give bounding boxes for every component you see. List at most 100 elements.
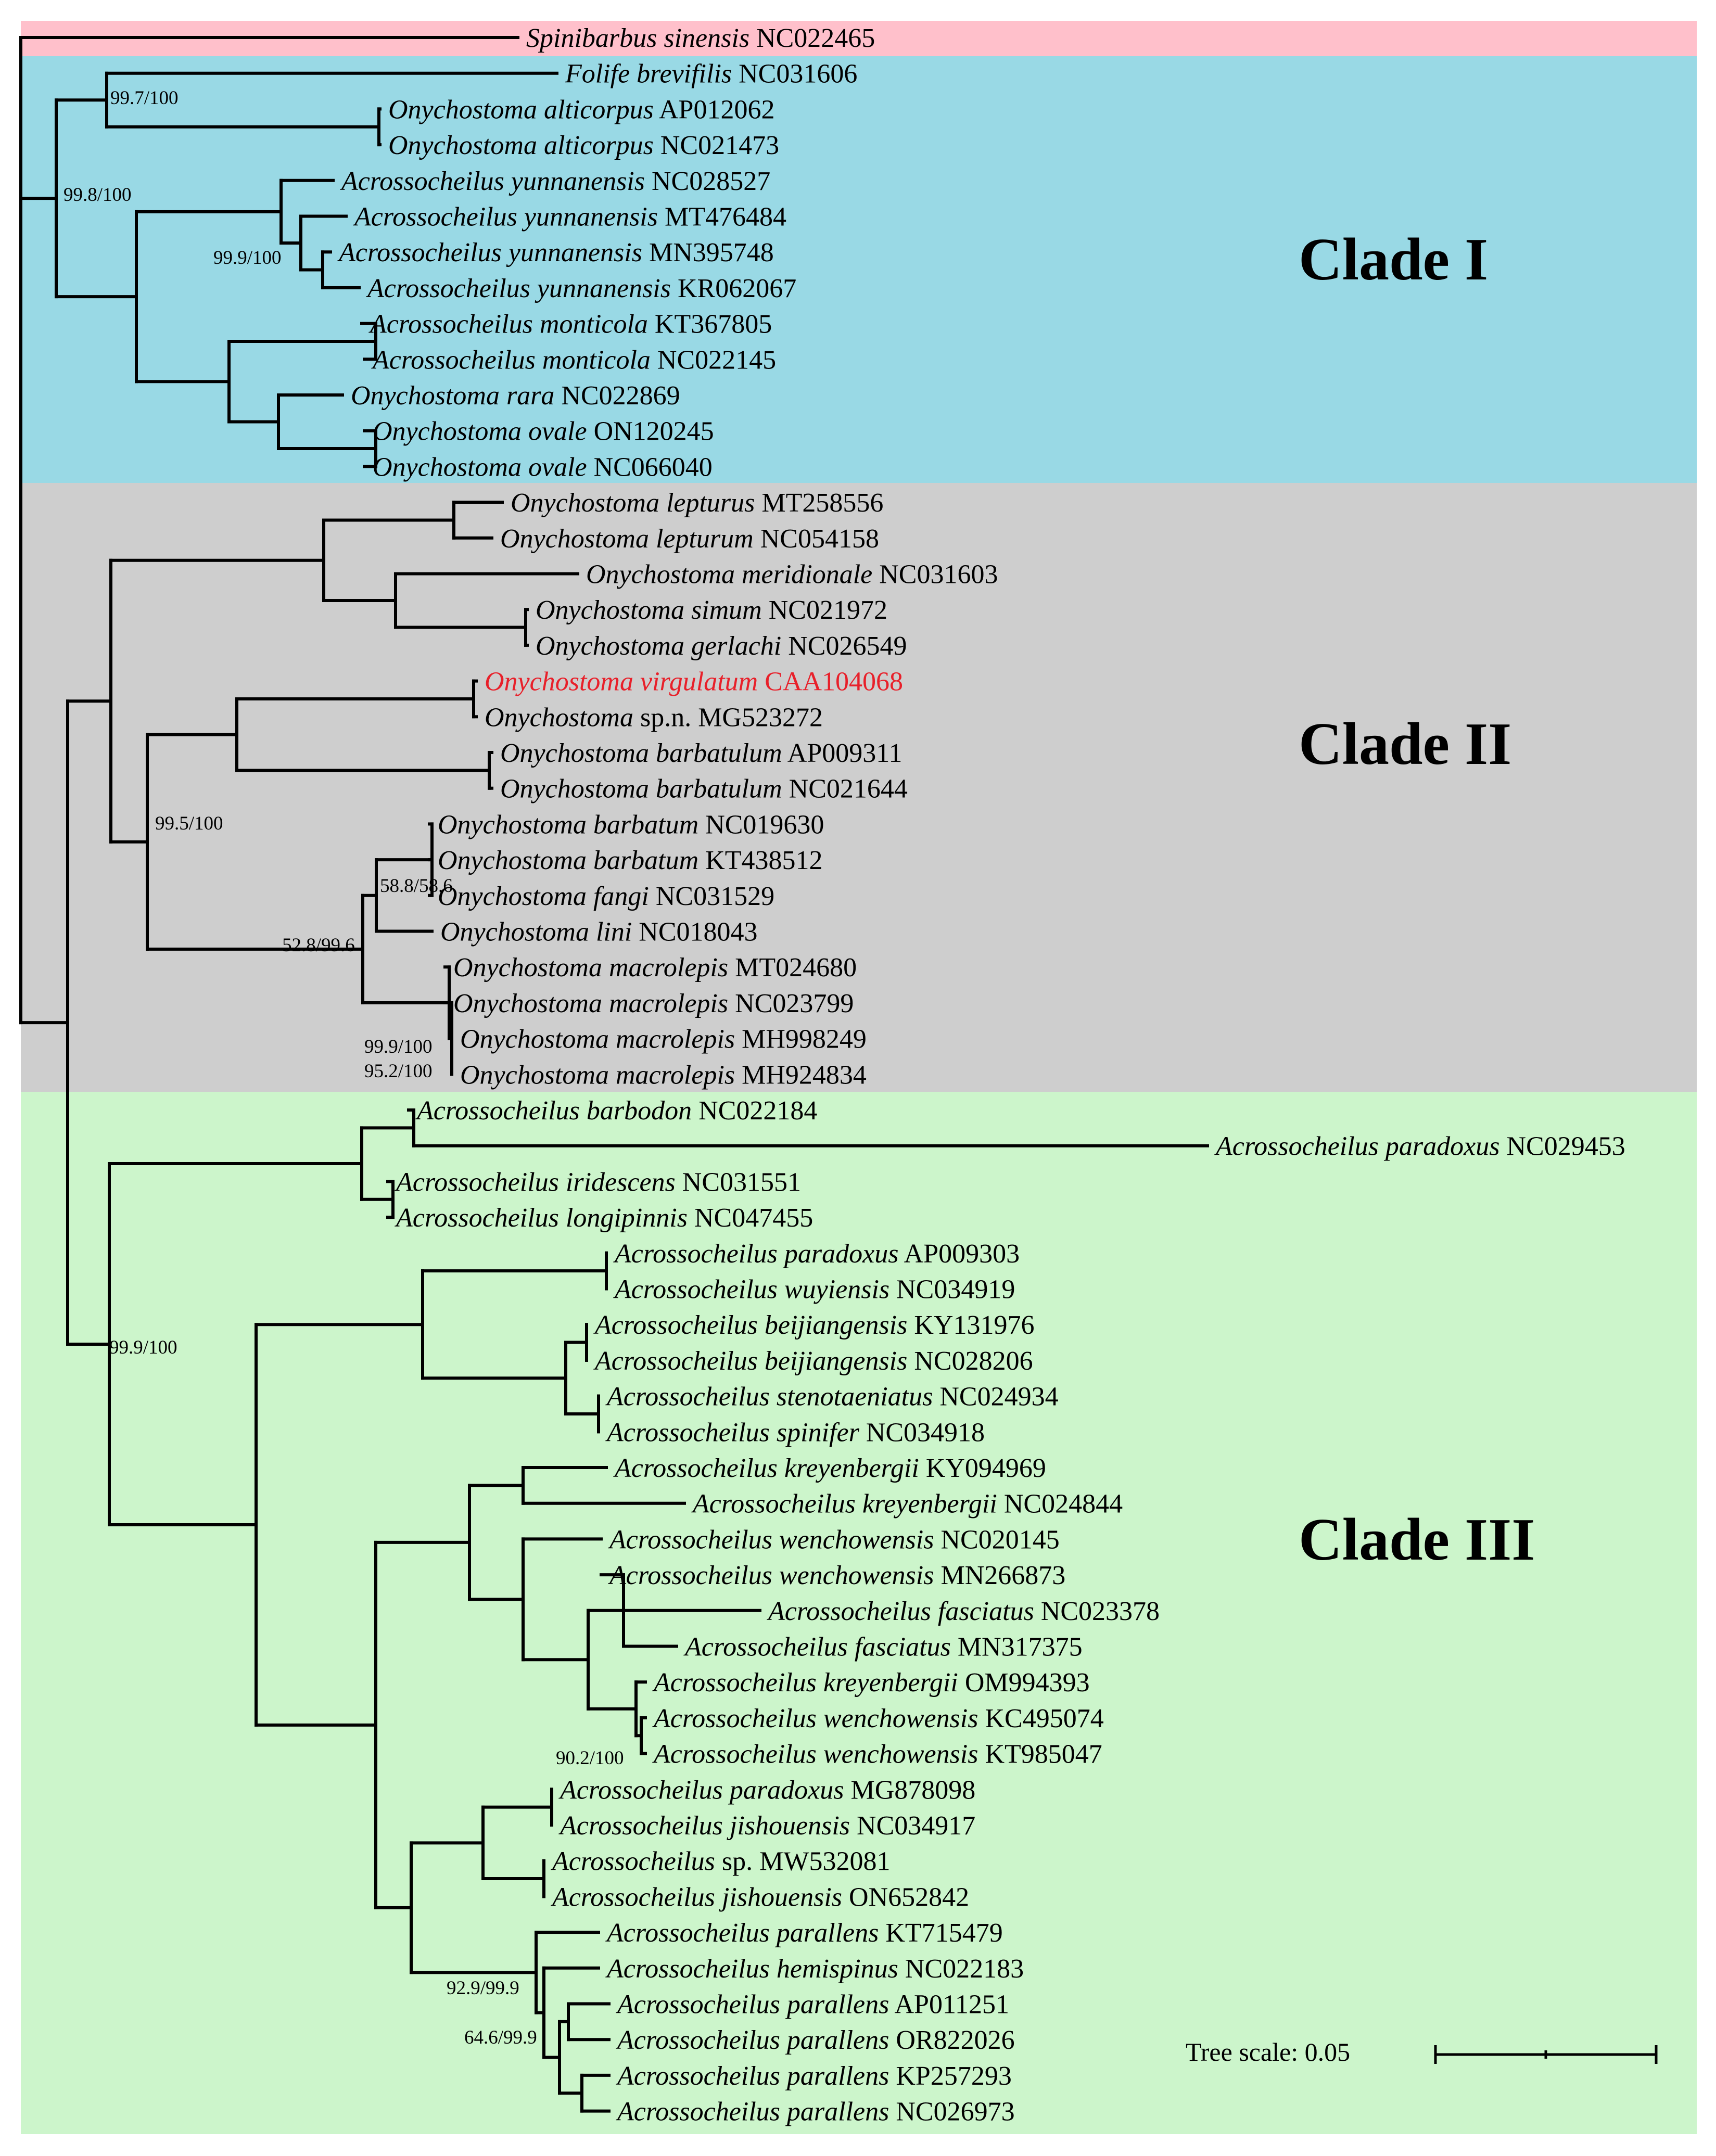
tip-accession: NC022869 bbox=[554, 381, 680, 411]
tip-accession: MT024680 bbox=[728, 953, 857, 983]
tip-accession: KR062067 bbox=[671, 274, 796, 303]
tip-accession: MT258556 bbox=[755, 488, 883, 518]
tip-accession: ON652842 bbox=[842, 1882, 969, 1912]
tip-label: Onychostoma lini NC018043 bbox=[440, 917, 758, 947]
tip-accession: NC034919 bbox=[889, 1275, 1015, 1305]
tip-label: Onychostoma meridionale NC031603 bbox=[586, 560, 998, 590]
support-value: 52.8/99.6 bbox=[282, 935, 355, 956]
tip-accession: KT715479 bbox=[879, 1918, 1002, 1948]
tip-accession: NC022184 bbox=[692, 1096, 817, 1126]
tip-species: Acrossocheilus longipinnis bbox=[395, 1203, 688, 1233]
tip-accession: AP012062 bbox=[654, 95, 775, 124]
tip-species: Onychostoma gerlachi bbox=[536, 631, 781, 661]
tip-species: Acrossocheilus yunnanensis bbox=[366, 274, 671, 303]
tip-accession: sp.n. MG523272 bbox=[633, 703, 823, 732]
tip-label: Acrossocheilus fasciatus MN317375 bbox=[683, 1632, 1083, 1662]
clade-1-label: Clade I bbox=[1299, 226, 1488, 293]
tip-accession: NC034918 bbox=[859, 1418, 985, 1447]
tip-accession: MG878098 bbox=[844, 1775, 975, 1805]
tip-label: Acrossocheilus yunnanensis NC028527 bbox=[340, 167, 770, 196]
tip-species: Spinibarbus sinensis bbox=[526, 23, 749, 53]
tip-label: Onychostoma alticorpus NC021473 bbox=[388, 131, 779, 160]
tip-accession: NC022183 bbox=[898, 1954, 1024, 1984]
tip-accession: NC031551 bbox=[676, 1167, 801, 1197]
tip-species: Acrossocheilus yunnanensis bbox=[337, 238, 642, 267]
tip-accession: NC066040 bbox=[587, 452, 713, 482]
tip-accession: NC054158 bbox=[754, 524, 879, 554]
tip-species: Onychostoma barbatulum bbox=[500, 774, 782, 804]
tip-accession: MT476484 bbox=[658, 202, 786, 232]
tip-accession: NC023799 bbox=[728, 989, 854, 1018]
tip-species: Acrossocheilus wenchowensis bbox=[608, 1525, 934, 1554]
tip-label: Onychostoma macrolepis MH998249 bbox=[460, 1025, 867, 1054]
tip-label: Onychostoma macrolepis MT024680 bbox=[453, 953, 857, 983]
tip-accession: NC031606 bbox=[732, 59, 857, 89]
tip-label: Onychostoma simum NC021972 bbox=[536, 595, 887, 625]
tip-label: Onychostoma virgulatum CAA104068 bbox=[485, 667, 903, 697]
tip-label: Acrossocheilus paradoxus MG878098 bbox=[558, 1775, 975, 1805]
tip-accession: NC029453 bbox=[1499, 1132, 1625, 1162]
tip-label: Onychostoma gerlachi NC026549 bbox=[536, 631, 907, 661]
tip-label: Acrossocheilus barbodon NC022184 bbox=[415, 1096, 817, 1126]
tip-label: Onychostoma sp.n. MG523272 bbox=[485, 703, 823, 732]
tip-species: Acrossocheilus parallens bbox=[616, 2025, 889, 2055]
tip-species: Acrossocheilus monticola bbox=[368, 310, 648, 339]
tip-species: Onychostoma lepturum bbox=[500, 524, 754, 554]
tip-species: Acrossocheilus wuyiensis bbox=[613, 1275, 889, 1305]
tip-label: Acrossocheilus yunnanensis KR062067 bbox=[366, 274, 796, 303]
tip-species: Onychostoma alticorpus bbox=[388, 131, 654, 160]
support-value: 92.9/99.9 bbox=[447, 1978, 519, 1999]
tip-accession: AP009311 bbox=[782, 738, 903, 768]
tip-species: Acrossocheilus paradoxus bbox=[613, 1239, 898, 1269]
tip-accession: KT367805 bbox=[648, 310, 772, 339]
tip-species: Folife brevifilis bbox=[565, 59, 732, 89]
tip-species: Onychostoma macrolepis bbox=[453, 989, 728, 1018]
tip-species: Acrossocheilus paradoxus bbox=[1214, 1132, 1499, 1162]
tip-accession: MH998249 bbox=[735, 1025, 867, 1054]
tip-accession: MN395748 bbox=[642, 238, 774, 267]
support-value: 95.2/100 bbox=[364, 1061, 433, 1082]
tip-label: Acrossocheilus kreyenbergii NC024844 bbox=[691, 1489, 1123, 1519]
tip-label: Acrossocheilus stenotaeniatus NC024934 bbox=[605, 1382, 1059, 1412]
tree-branches bbox=[19, 36, 1209, 2113]
tip-label: Acrossocheilus wenchowensis NC020145 bbox=[608, 1525, 1060, 1554]
tip-species: Acrossocheilus jishouensis bbox=[551, 1882, 842, 1912]
tip-label: Acrossocheilus kreyenbergii KY094969 bbox=[613, 1453, 1046, 1483]
tip-species: Acrossocheilus parallens bbox=[605, 1918, 879, 1948]
tip-label: Acrossocheilus parallens KP257293 bbox=[616, 2061, 1012, 2091]
tip-accession: NC018043 bbox=[632, 917, 757, 947]
support-value: 99.5/100 bbox=[155, 813, 223, 834]
tip-accession: AP009303 bbox=[898, 1239, 1020, 1269]
tip-species: Acrossocheilus barbodon bbox=[415, 1096, 692, 1126]
tip-label: Onychostoma rara NC022869 bbox=[351, 381, 680, 411]
tip-accession: OM994393 bbox=[958, 1668, 1090, 1698]
tip-species: Acrossocheilus parallens bbox=[616, 2097, 889, 2127]
tip-accession: NC026549 bbox=[781, 631, 907, 661]
tip-species: Onychostoma lepturus bbox=[511, 488, 755, 518]
support-value: 99.9/100 bbox=[213, 247, 282, 269]
tip-species: Onychostoma macrolepis bbox=[460, 1025, 735, 1054]
tip-accession: AP011251 bbox=[889, 1990, 1009, 2020]
tip-label: Acrossocheilus monticola KT367805 bbox=[368, 310, 772, 339]
tip-species: Acrossocheilus yunnanensis bbox=[340, 167, 645, 196]
tip-accession: KP257293 bbox=[889, 2061, 1011, 2091]
tip-accession: NC028206 bbox=[907, 1346, 1033, 1376]
tip-accession: NC028527 bbox=[645, 167, 770, 196]
tip-accession: NC034917 bbox=[850, 1811, 975, 1841]
tip-species: Acrossocheilus kreyenbergii bbox=[652, 1668, 958, 1698]
tip-accession: NC020145 bbox=[934, 1525, 1059, 1554]
tip-species: Onychostoma fangi bbox=[438, 882, 649, 911]
tip-label: Acrossocheilus parallens AP011251 bbox=[616, 1990, 1009, 2020]
tip-accession: NC022465 bbox=[749, 23, 875, 53]
tip-label: Acrossocheilus monticola NC022145 bbox=[371, 345, 776, 375]
tip-accession: KY094969 bbox=[919, 1453, 1046, 1483]
tip-species: Acrossocheilus fasciatus bbox=[767, 1597, 1034, 1626]
tip-label: Onychostoma lepturus MT258556 bbox=[511, 488, 883, 518]
tip-accession: MN317375 bbox=[951, 1632, 1083, 1662]
tip-label: Spinibarbus sinensis NC022465 bbox=[526, 23, 875, 53]
tip-species: Onychostoma ovale bbox=[373, 452, 587, 482]
tip-species: Acrossocheilus parallens bbox=[616, 1990, 889, 2020]
tip-species: Onychostoma macrolepis bbox=[460, 1060, 735, 1090]
tip-species: Onychostoma alticorpus bbox=[388, 95, 654, 124]
tip-species: Acrossocheilus wenchowensis bbox=[608, 1561, 934, 1590]
